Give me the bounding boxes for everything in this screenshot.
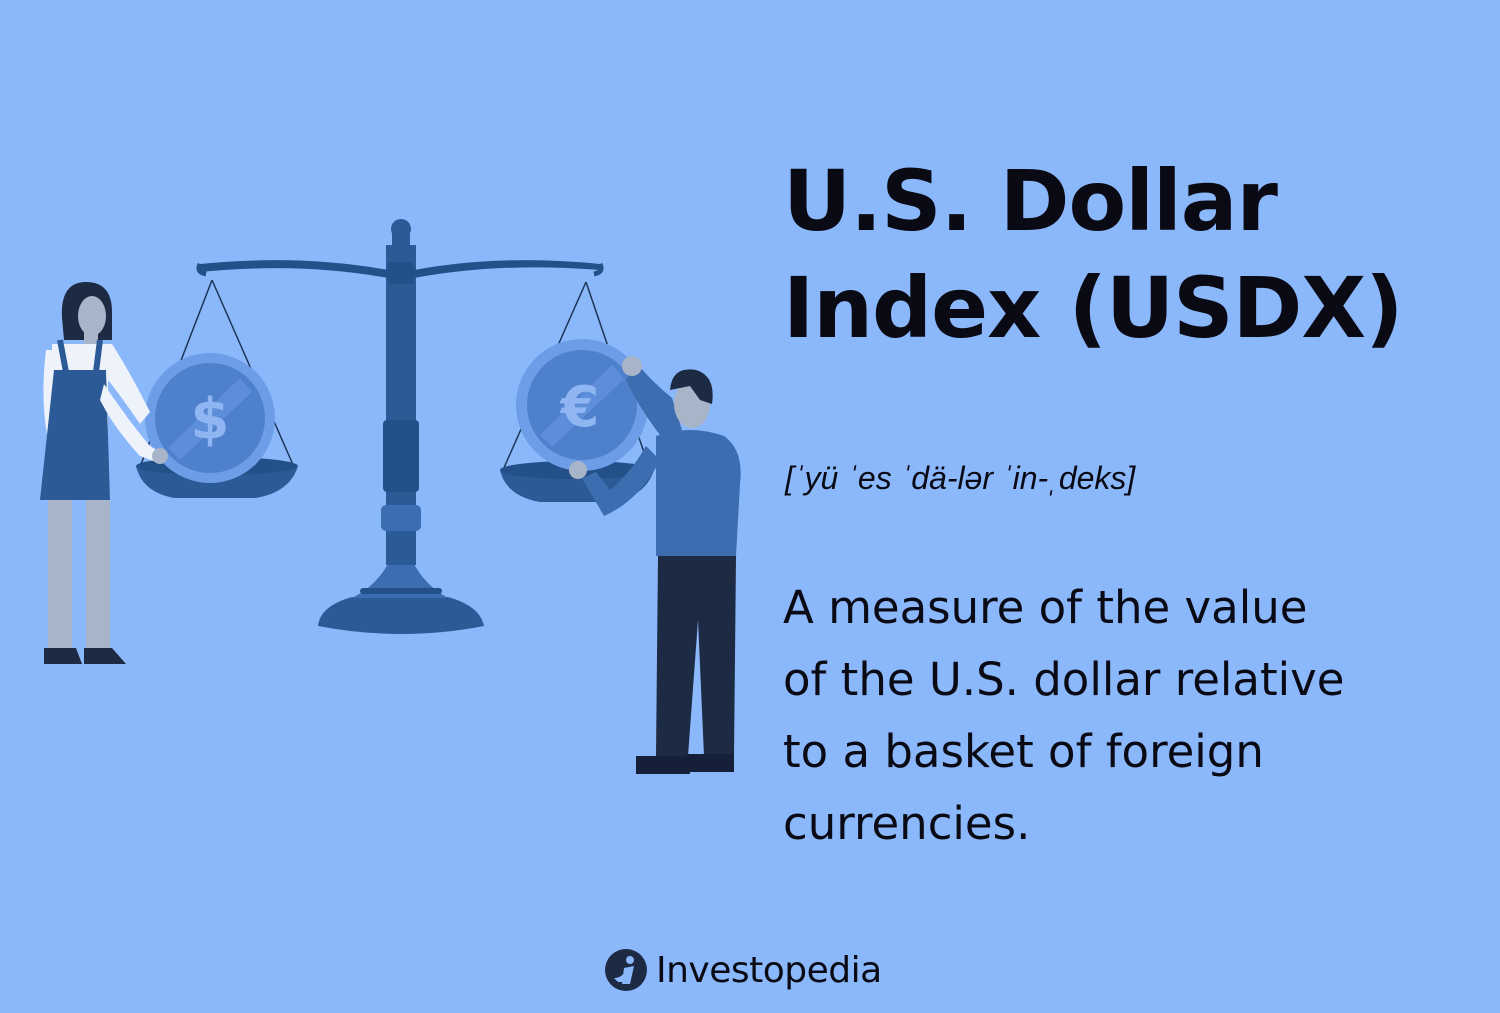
definition-line: currencies. <box>783 797 1031 850</box>
man-figure <box>569 356 741 774</box>
pronunciation: [ˈyü ˈes ˈdä-lər ˈin-ˌdeks] <box>785 460 1136 496</box>
woman-figure <box>40 282 168 664</box>
dollar-sign-icon: $ <box>191 387 230 452</box>
definition-line: A measure of the value <box>783 581 1308 634</box>
brand-name: Investopedia <box>656 949 882 991</box>
title-line: U.S. Dollar <box>783 152 1278 250</box>
definition-line: to a basket of foreign <box>783 725 1264 778</box>
euro-coin: € <box>516 339 648 471</box>
definition-text: A measure of the value of the U.S. dolla… <box>783 572 1473 860</box>
investopedia-logo-icon <box>605 949 647 991</box>
title-line: Index (USDX) <box>783 259 1404 357</box>
brand-logo: Investopedia <box>604 944 882 996</box>
balance-scale-illustration: $ € <box>40 219 741 774</box>
euro-sign-icon: € <box>559 375 600 440</box>
page-title: U.S. Dollar Index (USDX) <box>783 148 1483 362</box>
definition-line: of the U.S. dollar relative <box>783 653 1345 706</box>
dollar-coin: $ <box>145 353 275 483</box>
